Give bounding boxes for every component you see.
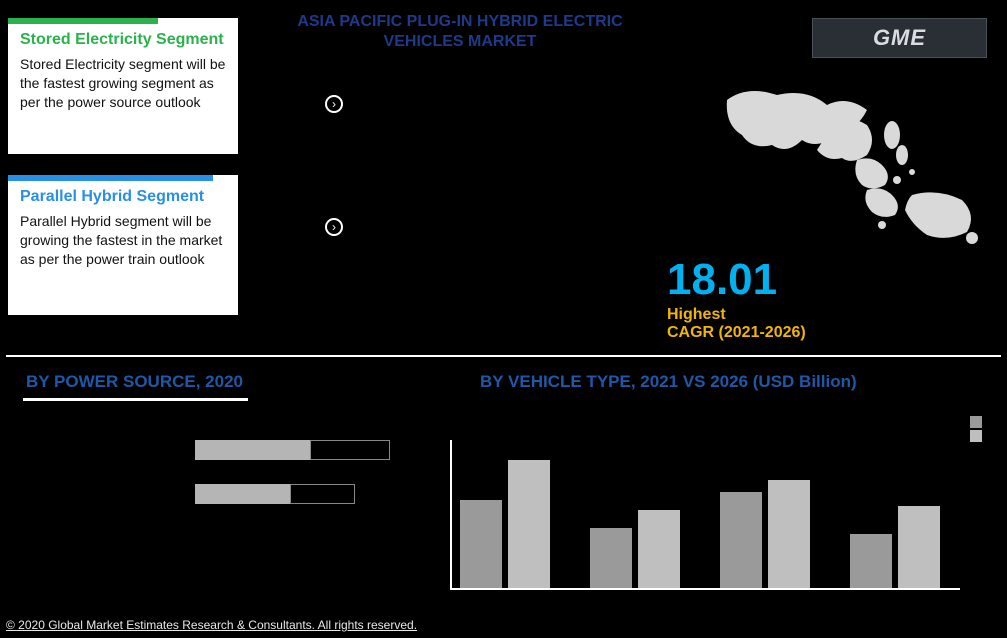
legend-swatch [970, 430, 982, 442]
bar-2026 [508, 460, 550, 588]
copyright-footer: © 2020 Global Market Estimates Research … [6, 618, 417, 632]
chevron-right-icon: › [325, 218, 343, 236]
segment-card-accent-bar [8, 175, 213, 181]
vehicle-type-chart-title: BY VEHICLE TYPE, 2021 VS 2026 (USD Billi… [480, 372, 857, 392]
segment-card-desc: Stored Electricity segment will be the f… [20, 55, 226, 112]
gme-logo: GME [812, 18, 987, 58]
bar-2021 [720, 492, 762, 588]
bar-group [590, 458, 680, 588]
legend-swatch [970, 416, 982, 428]
vehicle-type-chart [450, 430, 980, 590]
cagr-label-period: CAGR (2021-2026) [667, 324, 806, 342]
hbar-segment [290, 484, 355, 504]
bar-2021 [590, 528, 632, 588]
legend-item [970, 414, 986, 428]
segment-card-accent-bar [8, 18, 158, 24]
bar-2021 [850, 534, 892, 588]
cagr-block: 18.01 Highest CAGR (2021-2026) [667, 258, 806, 342]
bar-2026 [898, 506, 940, 588]
chart-legend [970, 414, 986, 442]
asia-pacific-map-icon [717, 80, 987, 250]
segment-card-title: Parallel Hybrid Segment [20, 187, 226, 206]
bar-2026 [768, 480, 810, 588]
main-title: ASIA PACIFIC PLUG-IN HYBRID ELECTRIC VEH… [260, 12, 660, 52]
logo-text: GME [873, 25, 926, 51]
power-source-chart-title: BY POWER SOURCE, 2020 [26, 372, 243, 392]
bullet-icon: › [325, 218, 351, 236]
infographic-root: ASIA PACIFIC PLUG-IN HYBRID ELECTRIC VEH… [0, 0, 1007, 638]
bar-group [460, 458, 550, 588]
bar-group [850, 458, 940, 588]
bullet-icon: › [325, 95, 351, 113]
section-divider [6, 355, 1001, 357]
bar-2026 [638, 510, 680, 588]
segment-card-desc: Parallel Hybrid segment will be growing … [20, 212, 226, 269]
hbar-segment [310, 440, 390, 460]
cagr-value: 18.01 [667, 258, 806, 302]
chevron-right-icon: › [325, 95, 343, 113]
chart-y-axis [450, 440, 452, 590]
chart-title-underline [23, 398, 248, 401]
hbar-segment [195, 484, 290, 504]
segment-card-stored-electricity: Stored Electricity Segment Stored Electr… [8, 18, 238, 154]
cagr-label-highest: Highest [667, 306, 806, 324]
chart-x-axis [450, 588, 960, 590]
segment-card-parallel-hybrid: Parallel Hybrid Segment Parallel Hybrid … [8, 175, 238, 315]
bar-group [720, 458, 810, 588]
segment-card-title: Stored Electricity Segment [20, 30, 226, 49]
legend-item [970, 428, 986, 442]
bar-2021 [460, 500, 502, 588]
hbar-segment [195, 440, 310, 460]
